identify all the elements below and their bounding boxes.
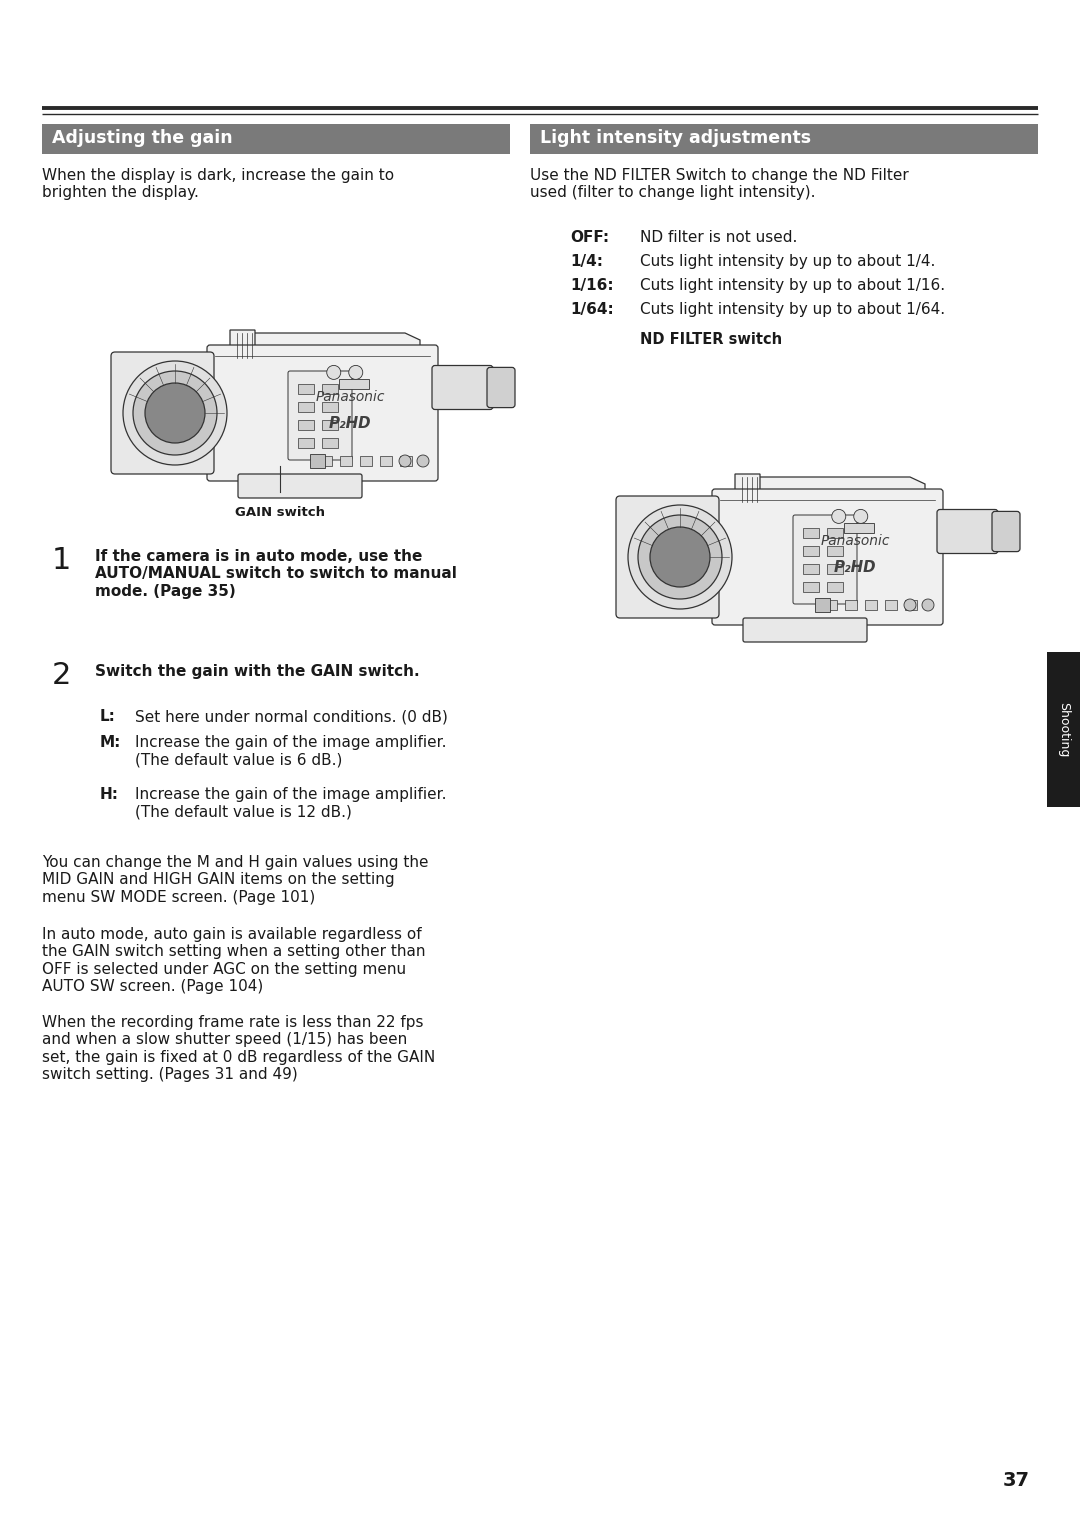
Text: Panasonic: Panasonic — [821, 535, 890, 548]
FancyBboxPatch shape — [207, 345, 438, 481]
Text: Light intensity adjustments: Light intensity adjustments — [540, 129, 811, 147]
Circle shape — [145, 383, 205, 443]
Bar — [322, 438, 338, 447]
Text: Set here under normal conditions. (0 dB): Set here under normal conditions. (0 dB) — [135, 709, 448, 725]
Bar — [322, 401, 338, 412]
Circle shape — [650, 527, 710, 587]
Polygon shape — [745, 476, 924, 504]
Text: Switch the gain with the GAIN switch.: Switch the gain with the GAIN switch. — [95, 663, 420, 679]
Bar — [825, 601, 837, 610]
Circle shape — [327, 366, 341, 380]
Bar — [827, 582, 843, 591]
Text: When the display is dark, increase the gain to
brighten the display.: When the display is dark, increase the g… — [42, 169, 394, 201]
Bar — [400, 457, 411, 466]
Bar — [1047, 653, 1080, 807]
Bar — [380, 457, 392, 466]
Circle shape — [922, 599, 934, 611]
Bar — [804, 564, 819, 574]
FancyBboxPatch shape — [616, 496, 719, 617]
FancyBboxPatch shape — [432, 366, 492, 409]
Text: Cuts light intensity by up to about 1/16.: Cuts light intensity by up to about 1/16… — [640, 277, 945, 293]
Text: 1/4:: 1/4: — [570, 254, 603, 270]
FancyBboxPatch shape — [288, 371, 352, 460]
Circle shape — [349, 366, 363, 380]
Text: In auto mode, auto gain is available regardless of
the GAIN switch setting when : In auto mode, auto gain is available reg… — [42, 927, 426, 994]
Text: Cuts light intensity by up to about 1/64.: Cuts light intensity by up to about 1/64… — [640, 302, 945, 317]
Text: Shooting: Shooting — [1057, 702, 1070, 757]
Text: If the camera is in auto mode, use the
AUTO/MANUAL switch to switch to manual
mo: If the camera is in auto mode, use the A… — [95, 548, 457, 599]
Bar — [310, 453, 325, 467]
Bar — [360, 457, 372, 466]
FancyBboxPatch shape — [743, 617, 867, 642]
Text: Adjusting the gain: Adjusting the gain — [52, 129, 232, 147]
Bar — [804, 529, 819, 538]
Circle shape — [417, 455, 429, 467]
Bar — [320, 457, 332, 466]
Bar — [530, 124, 1038, 155]
Bar — [42, 124, 510, 155]
Text: You can change the M and H gain values using the
MID GAIN and HIGH GAIN items on: You can change the M and H gain values u… — [42, 855, 429, 905]
Text: P₂HD: P₂HD — [834, 559, 876, 574]
Text: M:: M: — [100, 735, 121, 751]
Text: 1: 1 — [52, 545, 71, 574]
Bar — [843, 524, 874, 533]
FancyBboxPatch shape — [712, 489, 943, 625]
Bar — [885, 601, 897, 610]
Bar — [322, 385, 338, 394]
Bar — [804, 582, 819, 591]
Bar — [298, 438, 314, 447]
Bar — [815, 597, 831, 611]
Bar — [845, 601, 858, 610]
Circle shape — [832, 510, 846, 524]
Circle shape — [399, 455, 411, 467]
Text: When the recording frame rate is less than 22 fps
and when a slow shutter speed : When the recording frame rate is less th… — [42, 1016, 435, 1082]
Bar — [340, 457, 352, 466]
Bar — [905, 601, 917, 610]
Text: 1/16:: 1/16: — [570, 277, 613, 293]
Circle shape — [854, 510, 867, 524]
Polygon shape — [735, 473, 760, 504]
Bar — [827, 545, 843, 556]
Circle shape — [133, 371, 217, 455]
Text: H:: H: — [100, 787, 119, 801]
Text: 2: 2 — [52, 660, 71, 689]
Text: 1/64:: 1/64: — [570, 302, 613, 317]
Text: OFF:: OFF: — [570, 230, 609, 245]
Bar — [827, 529, 843, 538]
Bar — [298, 420, 314, 430]
FancyBboxPatch shape — [238, 473, 362, 498]
FancyBboxPatch shape — [111, 352, 214, 473]
Bar — [339, 380, 368, 389]
Circle shape — [638, 515, 723, 599]
Bar — [298, 401, 314, 412]
Text: Use the ND FILTER Switch to change the ND Filter
used (filter to change light in: Use the ND FILTER Switch to change the N… — [530, 169, 908, 201]
Text: P₂HD: P₂HD — [328, 415, 372, 430]
Bar — [804, 545, 819, 556]
Text: 37: 37 — [1003, 1471, 1030, 1491]
Text: L:: L: — [100, 709, 116, 725]
Circle shape — [123, 362, 227, 466]
Circle shape — [627, 506, 732, 610]
Text: Increase the gain of the image amplifier.
(The default value is 12 dB.): Increase the gain of the image amplifier… — [135, 787, 446, 820]
Bar — [865, 601, 877, 610]
Text: Increase the gain of the image amplifier.
(The default value is 6 dB.): Increase the gain of the image amplifier… — [135, 735, 446, 768]
Text: Panasonic: Panasonic — [315, 391, 384, 404]
Bar — [827, 564, 843, 574]
Bar — [298, 385, 314, 394]
FancyBboxPatch shape — [993, 512, 1020, 552]
Polygon shape — [240, 332, 420, 360]
Text: ND FILTER switch: ND FILTER switch — [640, 332, 782, 348]
Text: GAIN switch: GAIN switch — [235, 506, 325, 519]
Text: ND filter is not used.: ND filter is not used. — [640, 230, 797, 245]
Polygon shape — [230, 329, 255, 360]
Text: Cuts light intensity by up to about 1/4.: Cuts light intensity by up to about 1/4. — [640, 254, 935, 270]
FancyBboxPatch shape — [487, 368, 515, 408]
FancyBboxPatch shape — [937, 510, 998, 553]
Circle shape — [904, 599, 916, 611]
FancyBboxPatch shape — [793, 515, 858, 604]
Bar — [322, 420, 338, 430]
